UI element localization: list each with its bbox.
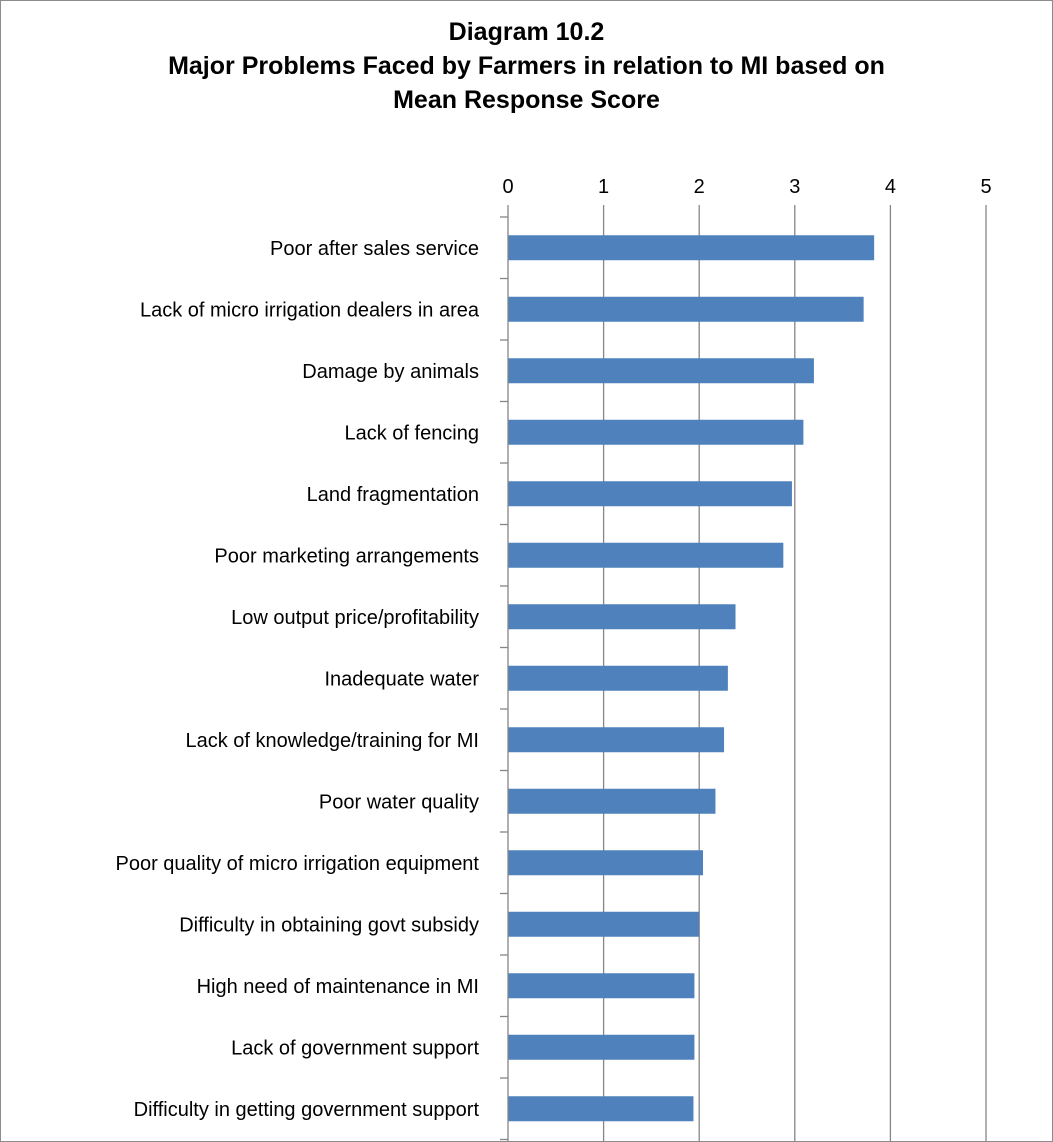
category-label-6: Poor marketing arrangements <box>214 545 479 567</box>
category-label-2: Lack of micro irrigation dealers in area <box>140 299 480 321</box>
category-label-15: Difficulty in getting government support <box>134 1099 480 1121</box>
category-label-7: Low output price/profitability <box>231 607 479 629</box>
bar-5 <box>508 481 792 507</box>
bar-15 <box>508 1096 694 1122</box>
category-label-11: Poor quality of micro irrigation equipme… <box>115 853 479 875</box>
axes <box>500 205 987 1141</box>
category-label-13: High need of maintenance in MI <box>197 976 479 998</box>
category-label-10: Poor water quality <box>319 791 479 813</box>
x-tick-label-5: 5 <box>980 176 991 198</box>
category-label-14: Lack of government support <box>231 1037 479 1059</box>
category-label-9: Lack of knowledge/training for MI <box>186 730 480 752</box>
bar-7 <box>508 604 736 630</box>
bar-10 <box>508 788 716 814</box>
category-label-8: Inadequate water <box>324 668 479 690</box>
bar-2 <box>508 296 864 322</box>
bar-13 <box>508 973 695 999</box>
x-tick-label-1: 1 <box>598 176 609 198</box>
x-tick-label-2: 2 <box>694 176 705 198</box>
bar-6 <box>508 542 784 568</box>
bar-14 <box>508 1034 695 1060</box>
category-label-3: Damage by animals <box>302 361 479 383</box>
chart-title: Diagram 10.2 Major Problems Faced by Far… <box>1 15 1052 117</box>
bar-11 <box>508 850 704 876</box>
bar-4 <box>508 419 804 445</box>
x-tick-label-0: 0 <box>502 176 513 198</box>
category-label-4: Lack of fencing <box>344 422 479 444</box>
chart-title-line-1: Diagram 10.2 <box>448 18 605 46</box>
bar-12 <box>508 911 700 937</box>
category-label-1: Poor after sales service <box>270 238 479 260</box>
bar-3 <box>508 358 814 384</box>
labels: 0 1 2 3 4 5 Poor after sales service Lack of mi… <box>115 176 991 1121</box>
bar-9 <box>508 727 725 753</box>
x-tick-label-3: 3 <box>789 176 800 198</box>
bar-1 <box>508 235 875 261</box>
bar-8 <box>508 665 728 691</box>
x-tick-label-4: 4 <box>885 176 896 198</box>
category-label-12: Difficulty in obtaining govt subsidy <box>179 914 479 936</box>
bars <box>508 235 875 1122</box>
chart-title-line-2: Major Problems Faced by Farmers in relat… <box>168 52 885 80</box>
chart-title-line-3: Mean Response Score <box>393 86 660 114</box>
category-label-5: Land fragmentation <box>307 484 479 506</box>
